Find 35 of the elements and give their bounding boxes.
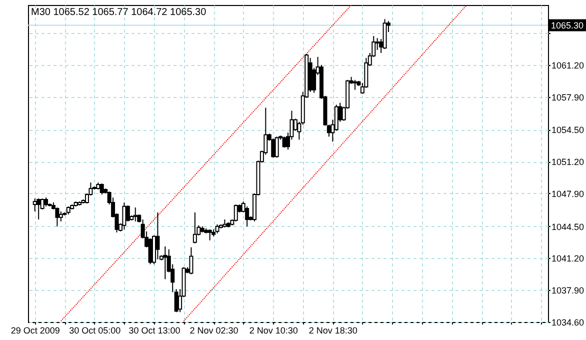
- candlestick: [208, 228, 212, 241]
- candlestick: [122, 202, 126, 230]
- candlestick: [353, 79, 358, 90]
- candlestick: [245, 206, 250, 227]
- candlestick: [36, 198, 41, 220]
- candlestick: [274, 136, 279, 158]
- candlestick: [282, 136, 286, 148]
- x-tick-label: 30 Oct 13:00: [128, 326, 180, 336]
- y-tick-label: 1034.60: [552, 318, 584, 328]
- candlestick: [163, 246, 168, 280]
- y-tick-label: 1044.50: [552, 222, 584, 232]
- x-tick-label: 2 Nov 18:30: [308, 326, 358, 336]
- candlestick: [126, 204, 130, 222]
- candlestick: [32, 198, 37, 212]
- x-tick-label: 30 Oct 05:00: [69, 326, 121, 336]
- candlestick: [192, 212, 197, 244]
- chart-title: M30 1065.52 1065.77 1064.72 1065.30: [31, 7, 207, 18]
- candlestick: [156, 212, 160, 260]
- candlestick: [55, 206, 60, 227]
- y-tick-label: 1051.20: [552, 157, 584, 168]
- y-tick-label: 1047.90: [552, 188, 584, 199]
- candlestick: [133, 206, 138, 222]
- y-tick-label: 1057.90: [552, 92, 584, 102]
- candlestick: [58, 210, 63, 222]
- y-tick-label: 1037.90: [552, 286, 584, 296]
- x-tick-label: 29 Oct 2009: [10, 326, 60, 336]
- x-tick-label: 2 Nov 10:30: [249, 326, 298, 336]
- y-tick-label: 1054.50: [552, 125, 584, 136]
- candlestick: [100, 183, 104, 196]
- x-tick-label: 2 Nov 02:30: [190, 326, 238, 336]
- y-tick-label: 1061.20: [552, 60, 584, 70]
- candlestick: [189, 246, 194, 275]
- candlestick: [234, 204, 238, 222]
- y-tick-label: 1041.20: [552, 254, 584, 264]
- ref-line-label: 1065.30: [551, 20, 584, 30]
